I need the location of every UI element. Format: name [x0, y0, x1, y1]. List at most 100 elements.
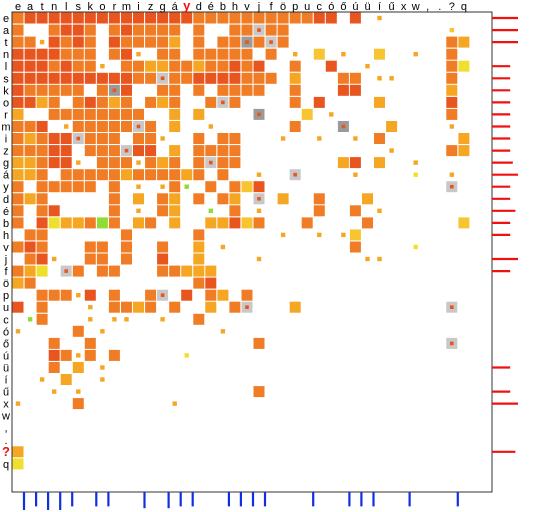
matrix-cell [12, 169, 24, 181]
matrix-cell [289, 96, 301, 108]
column-label: i [137, 1, 139, 13]
matrix-cell [229, 36, 241, 48]
matrix-cell [169, 145, 181, 157]
matrix-cell [446, 48, 458, 60]
matrix-cell [229, 48, 241, 60]
matrix-cell [157, 169, 169, 181]
matrix-cell [108, 133, 120, 144]
matrix-cell [317, 136, 322, 141]
matrix-cell [48, 289, 60, 301]
row-label: i [5, 134, 7, 146]
matrix-cell [84, 349, 96, 361]
matrix-cell [48, 362, 60, 373]
matrix-cell [108, 181, 120, 193]
matrix-cell [280, 232, 286, 238]
matrix-cell-dot [450, 305, 454, 309]
matrix-cell [72, 108, 84, 120]
matrix-cell [377, 76, 382, 81]
column-label: d [196, 1, 202, 13]
matrix-cell [193, 72, 205, 84]
matrix-cell [72, 217, 84, 229]
matrix-cell [413, 160, 418, 165]
matrix-cell [108, 169, 120, 181]
matrix-cell [193, 241, 205, 253]
matrix-cell [413, 244, 418, 250]
column-label: a [27, 1, 34, 13]
row-label: ú [3, 350, 9, 362]
column-label: x [401, 1, 407, 13]
matrix-cell [241, 217, 253, 229]
column-label: o [99, 1, 105, 13]
matrix-cell [136, 208, 141, 213]
matrix-cell [36, 12, 48, 24]
matrix-cell [157, 84, 169, 96]
matrix-cell [52, 256, 57, 262]
matrix-cell [72, 84, 84, 96]
matrix-cell [449, 124, 454, 129]
column-label: á [172, 1, 179, 13]
row-label: v [3, 242, 9, 254]
matrix-cell [60, 72, 72, 84]
matrix-cell [121, 72, 132, 84]
matrix-cell [317, 232, 322, 238]
column-label: t [41, 1, 44, 13]
matrix-cell [280, 136, 286, 141]
matrix-cell [301, 12, 313, 24]
matrix-cell [96, 96, 108, 108]
row-label: o [3, 97, 9, 109]
matrix-cell [253, 12, 265, 24]
matrix-cell [108, 193, 120, 205]
column-label: n [51, 1, 57, 13]
matrix-cell [205, 72, 217, 84]
row-label: ü [3, 363, 9, 375]
matrix-cell [241, 72, 253, 84]
matrix-cell [133, 193, 144, 205]
matrix-cell [121, 241, 132, 253]
matrix-cell [389, 148, 394, 153]
row-label: x [3, 399, 9, 411]
matrix-cell [193, 253, 205, 265]
matrix-cell [169, 24, 181, 36]
matrix-cell [253, 72, 265, 84]
matrix-cell [157, 12, 169, 24]
matrix-cell [241, 48, 253, 60]
row-label: h [3, 230, 9, 242]
row-label: f [4, 266, 8, 278]
column-label: ú [352, 1, 358, 13]
matrix-cell [88, 317, 93, 322]
matrix-cell [60, 84, 72, 96]
matrix-cell [217, 36, 229, 48]
matrix-cell [229, 72, 241, 84]
matrix-cell [84, 289, 96, 301]
matrix-cell [446, 96, 458, 108]
matrix-cell [96, 72, 108, 84]
matrix-cell [136, 160, 141, 165]
matrix-cell [24, 169, 36, 181]
matrix-cell [205, 301, 217, 313]
matrix-cell-dot [76, 136, 81, 141]
matrix-cell [145, 96, 157, 108]
matrix-cell [96, 217, 108, 229]
matrix-cell [229, 157, 241, 169]
matrix-cell [121, 301, 132, 313]
matrix-cell-dot [245, 305, 249, 309]
matrix-cell [24, 193, 36, 205]
matrix-cell [253, 84, 265, 96]
matrix-cell [12, 265, 24, 277]
matrix-cell [48, 205, 60, 217]
matrix-cell [229, 181, 241, 193]
matrix-cell [193, 12, 205, 24]
matrix-cell [108, 96, 120, 108]
matrix-cell [229, 301, 241, 313]
matrix-cell [84, 217, 96, 229]
matrix-cell [96, 108, 108, 120]
matrix-cell [72, 181, 84, 193]
matrix-cell [24, 145, 36, 157]
matrix-cell [24, 133, 36, 144]
matrix-cell [353, 172, 358, 177]
matrix-cell [36, 217, 48, 229]
matrix-cell [169, 301, 181, 313]
matrix-cell [133, 217, 144, 229]
matrix-cell [76, 293, 81, 298]
